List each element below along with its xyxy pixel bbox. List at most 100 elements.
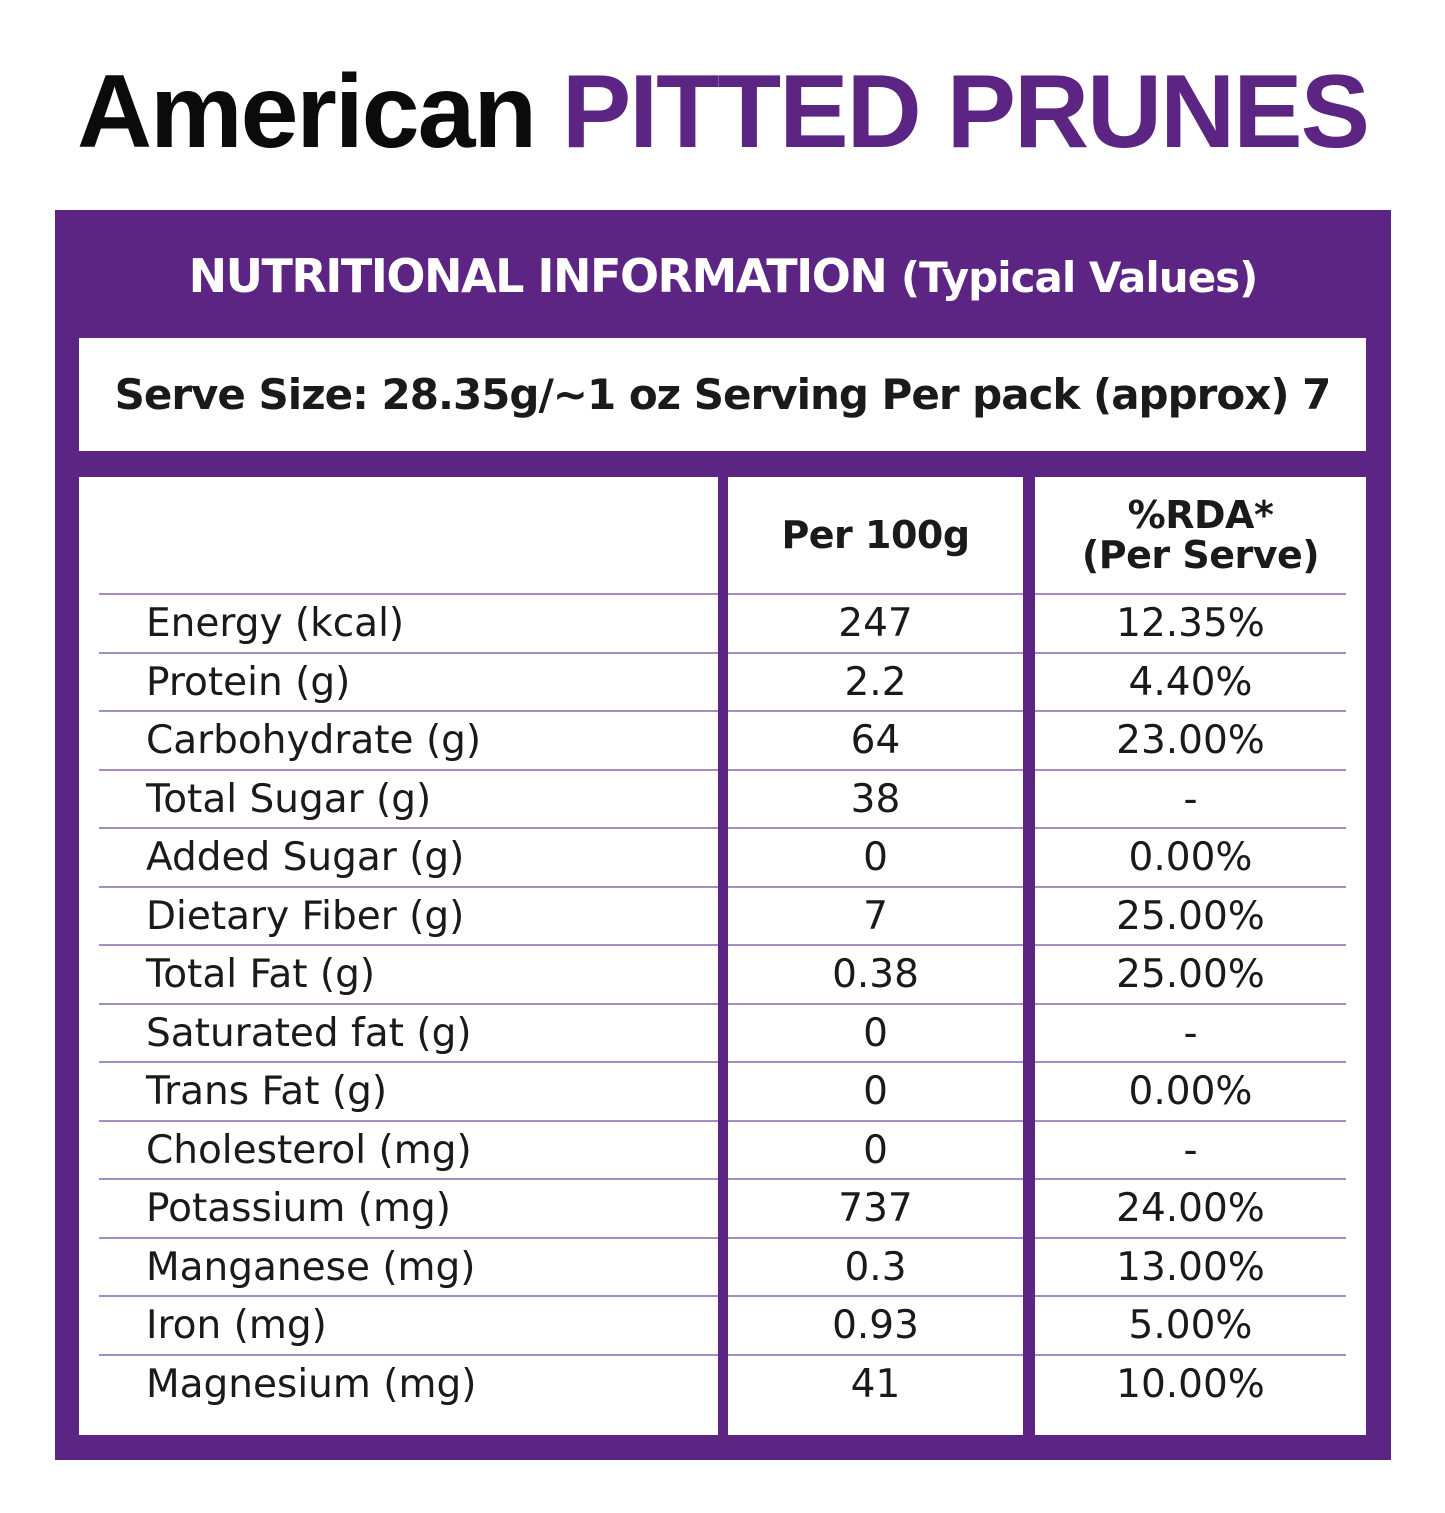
row-divider [728, 827, 1023, 829]
nutrient-name: Total Sugar (g) [146, 776, 432, 822]
row-divider [99, 1119, 718, 1122]
row-divider [728, 944, 1023, 946]
row-divider [1035, 944, 1346, 946]
rda-value: 25.00% [1116, 952, 1265, 997]
row-divider [99, 944, 718, 946]
row-divider [728, 1002, 1023, 1005]
per-100g-value: 0 [863, 1127, 888, 1173]
per-100g-value: 64 [850, 718, 901, 763]
row-divider [1035, 1061, 1346, 1063]
rda-header-line1: %RDA* [1127, 492, 1274, 537]
rda-value: 4.40% [1128, 659, 1253, 705]
row-divider [1035, 1119, 1346, 1122]
per-100g-value: 2.2 [844, 659, 907, 705]
rda-value: 0.00% [1128, 835, 1253, 880]
row-divider [99, 1178, 718, 1180]
row-divider [1035, 885, 1346, 888]
per-100g-value: 38 [850, 776, 901, 822]
row-divider [99, 710, 718, 712]
row-divider [99, 1002, 718, 1005]
nutrient-name: Protein (g) [146, 659, 351, 705]
per-100g-value: 41 [850, 1361, 901, 1407]
nutrition-panel: NUTRITIONAL INFORMATION (Typical Values)… [55, 210, 1391, 1460]
row-divider [1035, 593, 1346, 595]
nutrient-name-column: Energy (kcal) Protein (g) Carbohydrate (g)… [79, 477, 718, 1435]
row-divider [728, 593, 1023, 595]
nutrient-name: Potassium (mg) [146, 1186, 451, 1231]
title-brand-word: American [76, 54, 537, 170]
rda-value: 24.00% [1116, 1186, 1265, 1231]
nutrient-name: Manganese (mg) [146, 1244, 476, 1290]
nutrient-name: Saturated fat (g) [146, 1010, 472, 1056]
row-divider [728, 1236, 1023, 1239]
nutrient-name: Dietary Fiber (g) [146, 893, 465, 939]
row-divider [728, 885, 1023, 888]
nutrient-name: Total Fat (g) [146, 952, 376, 997]
row-divider [1035, 1002, 1346, 1005]
per-100g-value: 7 [863, 893, 888, 939]
page-title: American PITTED PRUNES [0, 52, 1445, 172]
rda-header-line2: (Per Serve) [1081, 532, 1320, 577]
row-divider [1035, 710, 1346, 712]
panel-heading-sub: (Typical Values) [900, 253, 1258, 302]
row-divider [99, 1295, 718, 1297]
row-divider [1035, 827, 1346, 829]
row-divider [99, 768, 718, 771]
title-product-name: PITTED PRUNES [561, 54, 1370, 170]
rda-value: 25.00% [1116, 893, 1265, 939]
rda-column: %RDA* (Per Serve) 12.35% 4.40% 23.00% - 0.00… [1035, 477, 1366, 1435]
row-divider [728, 1061, 1023, 1063]
per-100g-value: 737 [838, 1186, 913, 1231]
per-100g-value: 0 [863, 1010, 888, 1056]
row-divider [1035, 1295, 1346, 1297]
panel-heading-main: NUTRITIONAL INFORMATION [188, 249, 888, 303]
row-divider [1035, 1353, 1346, 1356]
row-divider [99, 885, 718, 888]
nutrient-name: Added Sugar (g) [146, 835, 465, 880]
row-divider [99, 593, 718, 595]
per-100g-value: 247 [838, 601, 913, 646]
row-divider [728, 710, 1023, 712]
nutrient-name: Iron (mg) [146, 1303, 327, 1348]
row-divider [99, 1353, 718, 1356]
rda-value: 10.00% [1116, 1361, 1265, 1407]
per-100g-value: 0.93 [832, 1303, 919, 1348]
rda-value: 0.00% [1128, 1069, 1253, 1114]
row-divider [99, 1236, 718, 1239]
per-100g-header-label: Per 100g [781, 512, 970, 557]
per-100g-header: Per 100g [728, 477, 1023, 592]
row-divider [99, 827, 718, 829]
rda-value: 13.00% [1116, 1244, 1265, 1290]
row-divider [1035, 1178, 1346, 1180]
per-100g-value: 0.3 [844, 1244, 907, 1290]
nutrient-name: Trans Fat (g) [146, 1069, 388, 1114]
per-100g-value: 0 [863, 1069, 888, 1114]
row-divider [99, 651, 718, 654]
row-divider [99, 1061, 718, 1063]
serve-size-text: Serve Size: 28.35g/~1 oz Serving Per pac… [114, 370, 1332, 419]
rda-value: - [1183, 776, 1198, 822]
row-divider [1035, 651, 1346, 654]
row-divider [728, 1295, 1023, 1297]
rda-value: 12.35% [1116, 601, 1265, 646]
rda-value: 23.00% [1116, 718, 1265, 763]
row-divider [1035, 768, 1346, 771]
row-divider [728, 1119, 1023, 1122]
nutrient-name: Cholesterol (mg) [146, 1127, 472, 1173]
per-100g-value: 0 [863, 835, 888, 880]
panel-heading: NUTRITIONAL INFORMATION (Typical Values) [55, 246, 1391, 308]
row-divider [728, 768, 1023, 771]
per-100g-column: Per 100g 247 2.2 64 38 0 7 0.38 0 0 0 737 0.3 0.93 41 [728, 477, 1023, 1435]
rda-value: 5.00% [1128, 1303, 1253, 1348]
serve-size-box: Serve Size: 28.35g/~1 oz Serving Per pac… [79, 338, 1366, 451]
row-divider [1035, 1236, 1346, 1239]
nutrient-name: Magnesium (mg) [146, 1361, 477, 1407]
rda-value: - [1183, 1010, 1198, 1056]
row-divider [728, 1353, 1023, 1356]
nutrient-name: Energy (kcal) [146, 601, 405, 646]
nutrient-name: Carbohydrate (g) [146, 718, 482, 763]
row-divider [728, 1178, 1023, 1180]
per-100g-value: 0.38 [832, 952, 919, 997]
rda-value: - [1183, 1127, 1198, 1173]
row-divider [728, 651, 1023, 654]
